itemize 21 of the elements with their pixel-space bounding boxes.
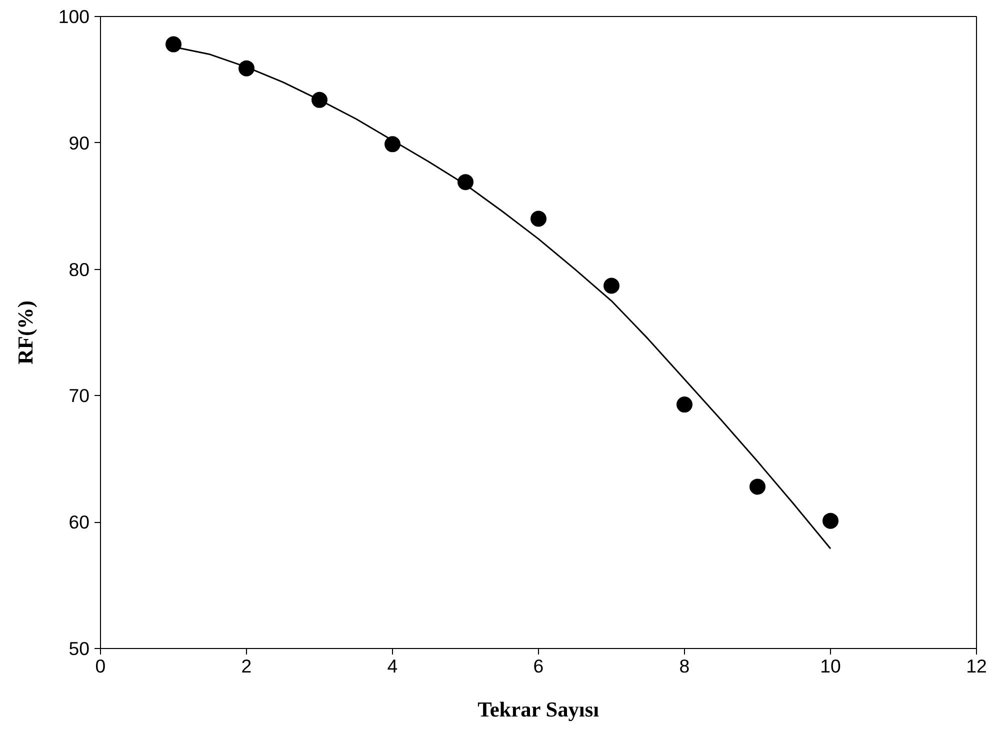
point <box>822 512 838 529</box>
y-tick-label: 90 <box>68 132 90 154</box>
x-axis-title: Tekrar Sayısı <box>478 698 600 722</box>
x-tick-label: 4 <box>387 656 398 676</box>
y-tick-label: 50 <box>68 638 90 659</box>
point <box>604 278 620 294</box>
point <box>750 478 766 495</box>
y-axis-title: RF(%) <box>13 300 38 364</box>
y-tick-label: 80 <box>68 258 90 280</box>
x-tick-label: 10 <box>820 656 841 676</box>
x-tick-label: 2 <box>241 656 252 676</box>
point <box>676 396 692 413</box>
y-tick-label: 60 <box>68 512 90 533</box>
point <box>166 36 182 52</box>
point <box>530 210 546 227</box>
x-tick-label: 12 <box>966 656 987 676</box>
x-tick-label: 8 <box>679 656 690 676</box>
y-tick-label: 100 <box>58 6 90 27</box>
x-tick-label: 0 <box>95 656 106 676</box>
x-tick-label: 6 <box>533 656 544 676</box>
y-tick-label: 70 <box>68 385 90 406</box>
